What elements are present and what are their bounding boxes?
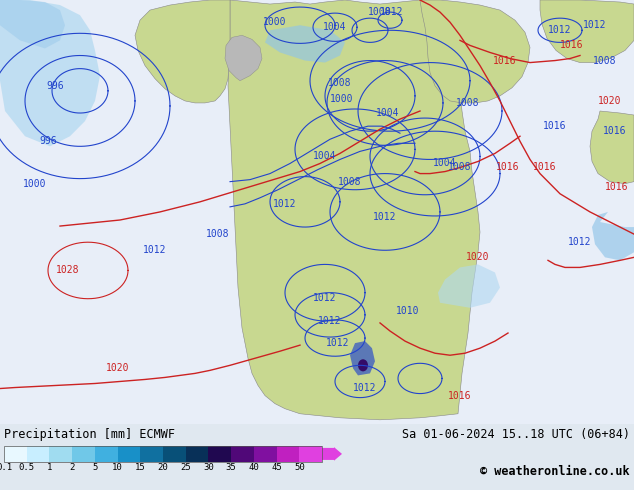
Text: 50: 50 [294,463,305,472]
Text: Sa 01-06-2024 15..18 UTC (06+84): Sa 01-06-2024 15..18 UTC (06+84) [402,428,630,441]
Polygon shape [0,0,65,49]
Text: 1012: 1012 [353,383,377,392]
Text: 40: 40 [249,463,259,472]
Polygon shape [592,212,634,260]
Text: 30: 30 [203,463,214,472]
Text: Precipitation [mm] ECMWF: Precipitation [mm] ECMWF [4,428,175,441]
Text: 1016: 1016 [493,55,517,66]
Bar [299,446,322,462]
Text: 35: 35 [226,463,236,472]
Text: 1008: 1008 [339,177,362,187]
Bar [95,446,117,462]
Bar [276,446,299,462]
Text: 996: 996 [39,136,57,147]
Text: 1012: 1012 [318,316,342,326]
Text: © weatheronline.co.uk: © weatheronline.co.uk [481,465,630,478]
Text: 1008: 1008 [368,7,392,17]
Text: 1012: 1012 [583,20,607,30]
Bar [72,446,95,462]
Text: 1016: 1016 [603,126,627,136]
Text: 1028: 1028 [56,266,80,275]
Bar [4,446,27,462]
Text: 1016: 1016 [448,391,472,401]
Text: 1004: 1004 [433,158,456,169]
Bar [209,446,231,462]
Text: 1012: 1012 [568,237,592,247]
Text: 1012: 1012 [313,293,337,303]
Bar [117,446,140,462]
Text: 1012: 1012 [373,212,397,222]
Text: 5: 5 [92,463,98,472]
Ellipse shape [358,359,368,371]
Polygon shape [265,25,345,63]
Text: 0.5: 0.5 [18,463,35,472]
Bar [231,446,254,462]
Text: 1004: 1004 [313,151,337,161]
Text: 1012: 1012 [273,199,297,209]
Text: 1016: 1016 [543,121,567,131]
Text: 1012: 1012 [143,245,167,255]
Bar [27,446,49,462]
Text: 1008: 1008 [448,162,472,172]
Text: 25: 25 [180,463,191,472]
Text: 1012: 1012 [380,7,404,17]
Bar [140,446,163,462]
Text: 1008: 1008 [206,229,230,239]
Polygon shape [540,0,634,63]
Polygon shape [135,0,230,103]
Text: 996: 996 [46,81,64,91]
Bar [49,446,72,462]
Text: 1000: 1000 [263,17,287,27]
Text: 10: 10 [112,463,123,472]
Text: 15: 15 [135,463,146,472]
Text: 1000: 1000 [23,179,47,189]
Polygon shape [228,0,480,420]
Polygon shape [590,111,634,184]
Text: 1012: 1012 [327,338,350,348]
Text: 1000: 1000 [330,94,354,104]
Text: 1012: 1012 [548,25,572,35]
Text: 1016: 1016 [605,182,629,192]
Polygon shape [225,35,262,81]
Text: 1008: 1008 [593,55,617,66]
Text: 0.1: 0.1 [0,463,12,472]
Text: 1020: 1020 [466,252,489,262]
Bar [163,446,186,462]
Text: 1016: 1016 [560,40,584,50]
FancyArrow shape [322,447,342,461]
Text: 1008: 1008 [456,98,480,108]
Text: 1008: 1008 [328,78,352,88]
Text: 1010: 1010 [396,306,420,316]
Text: 20: 20 [158,463,169,472]
Text: 1004: 1004 [376,108,400,118]
Text: 1: 1 [47,463,52,472]
Bar [254,446,276,462]
Text: 1020: 1020 [107,364,130,373]
Polygon shape [420,0,530,103]
Bar [186,446,209,462]
Polygon shape [438,265,500,308]
Text: 2: 2 [70,463,75,472]
Text: 45: 45 [271,463,282,472]
Polygon shape [0,0,100,147]
Text: 1004: 1004 [323,22,347,32]
Bar [4,446,322,462]
Text: 1020: 1020 [598,96,622,106]
Text: 1016: 1016 [533,162,557,172]
Text: 1016: 1016 [496,162,520,172]
Polygon shape [350,341,375,375]
